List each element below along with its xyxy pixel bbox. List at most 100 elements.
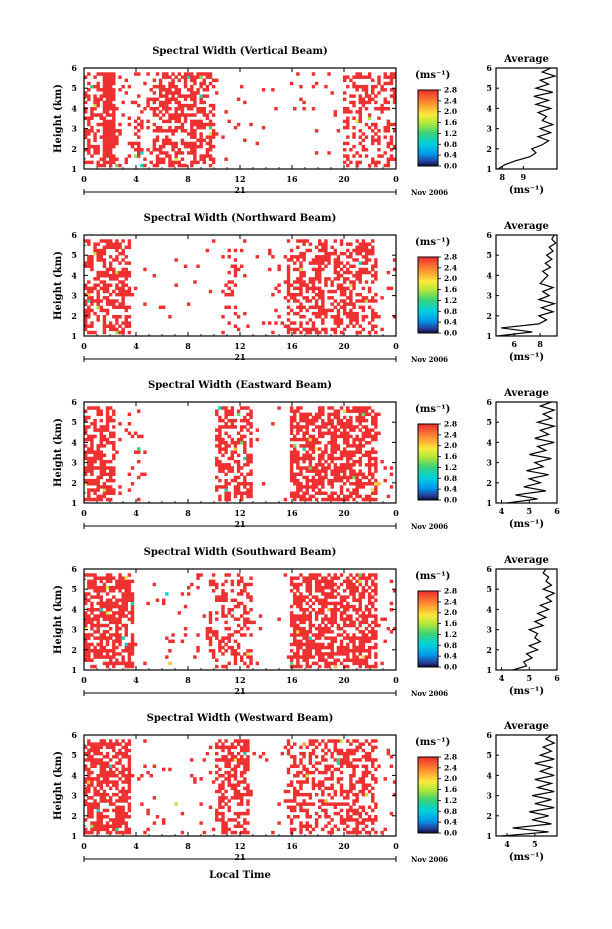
heatmap-cell (358, 664, 362, 669)
heatmap-cell (293, 280, 297, 284)
heatmap-cell (233, 767, 238, 772)
heatmap-cell (240, 264, 244, 268)
heatmap-cell (349, 296, 353, 300)
heatmap-cell (361, 245, 366, 250)
heatmap-cell (349, 308, 353, 313)
colorbar-segment (418, 105, 438, 108)
heatmap-cell (243, 786, 247, 791)
heatmap-cell (324, 308, 328, 313)
colorbar-tick-label: 1.6 (444, 619, 457, 628)
heatmap-cell (352, 598, 356, 602)
heatmap-cell (283, 255, 288, 259)
heatmap-cell (314, 412, 319, 417)
heatmap-cell (330, 827, 334, 832)
heatmap-cell (105, 289, 110, 294)
heatmap-cell (314, 739, 319, 743)
heatmap-cell (115, 163, 119, 168)
heatmap-cell (324, 592, 328, 596)
heatmap-cell (199, 132, 203, 136)
heatmap-cell (193, 113, 197, 117)
heatmap-cell (90, 478, 94, 483)
heatmap-cell (221, 824, 225, 828)
heatmap-cell (102, 649, 107, 653)
heatmap-cell (308, 582, 313, 587)
heatmap-cell (296, 292, 300, 297)
heatmap-cell (215, 585, 219, 590)
heatmap-cell (108, 242, 113, 246)
heatmap-cell (293, 585, 297, 590)
heatmap-cell (87, 783, 91, 787)
heatmap-cell (293, 815, 297, 819)
heatmap-cell (84, 472, 88, 477)
heatmap-cell (236, 824, 241, 828)
heatmap-cell (168, 157, 172, 161)
heatmap-cell (333, 664, 338, 669)
heatmap-cell (146, 827, 150, 832)
heatmap-cell (193, 280, 197, 284)
heatmap-cell (108, 598, 113, 602)
heatmap-cell (87, 264, 91, 268)
heatmap-cell (240, 601, 244, 606)
heatmap-cell (361, 636, 366, 640)
heatmap-cell (112, 305, 116, 310)
heatmap-cell (243, 478, 247, 483)
heatmap-cell (87, 585, 91, 590)
heatmap-cell (299, 573, 303, 577)
heatmap-cell (324, 636, 328, 640)
heatmap-cell (102, 100, 107, 105)
heatmap-cell (352, 280, 356, 284)
heatmap-cell (118, 830, 122, 835)
heatmap-cell (215, 630, 219, 634)
heatmap-cell (236, 579, 241, 584)
chart-title: Spectral Width (Westward Beam) (147, 713, 334, 724)
heatmap-cell (308, 611, 313, 615)
heatmap-cell (140, 119, 144, 124)
heatmap-cell (84, 655, 88, 659)
heatmap-cell (321, 450, 325, 454)
heatmap-cell (371, 415, 375, 420)
heatmap-cell (299, 251, 303, 256)
heatmap-cell (361, 614, 366, 618)
heatmap-cell (121, 608, 125, 612)
heatmap-cell (115, 626, 119, 631)
heatmap-cell (227, 491, 231, 495)
heatmap-cell (367, 818, 372, 822)
heatmap-cell (321, 409, 325, 413)
heatmap-cell (374, 466, 378, 470)
heatmap-cell (108, 144, 113, 149)
heatmap-cell (305, 645, 309, 650)
heatmap-cell (289, 478, 294, 483)
heatmap-cell (342, 579, 347, 584)
heatmap-cell (314, 425, 319, 429)
heatmap-cell (99, 655, 104, 659)
heatmap-cell (321, 431, 325, 435)
heatmap-cell (246, 811, 250, 816)
heatmap-cell (215, 595, 219, 599)
heatmap-cell (302, 614, 306, 618)
heatmap-cell (99, 135, 104, 139)
heatmap-cell (327, 418, 331, 423)
heatmap-cell (293, 642, 297, 647)
heatmap-cell (233, 418, 238, 423)
heatmap-cell (342, 441, 347, 445)
heatmap-cell (146, 119, 150, 124)
heatmap-cell (199, 107, 203, 111)
heatmap-cell (392, 626, 397, 631)
heatmap-cell (208, 163, 213, 168)
heatmap-cell (99, 601, 104, 606)
heatmap-cell (308, 755, 313, 759)
heatmap-cell (293, 321, 297, 325)
heatmap-cell (124, 777, 128, 781)
heatmap-cell (321, 626, 325, 631)
heatmap-cell (349, 299, 353, 303)
heatmap-cell (355, 299, 359, 303)
heatmap-cell (367, 655, 372, 659)
heatmap-cell (230, 437, 235, 442)
heatmap-cell (137, 122, 141, 127)
heatmap-cell (380, 110, 384, 114)
heatmap-cell (162, 305, 166, 310)
heatmap-cell (342, 308, 347, 313)
heatmap-cell (87, 299, 91, 303)
colorbar-segment (418, 649, 438, 653)
heatmap-cell (296, 802, 300, 806)
